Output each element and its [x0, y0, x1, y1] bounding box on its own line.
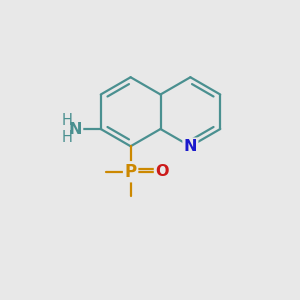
Text: O: O: [155, 164, 169, 179]
Text: N: N: [184, 139, 197, 154]
Text: H: H: [61, 130, 72, 145]
Text: H: H: [61, 113, 72, 128]
Text: N: N: [68, 122, 82, 136]
Text: P: P: [124, 163, 137, 181]
